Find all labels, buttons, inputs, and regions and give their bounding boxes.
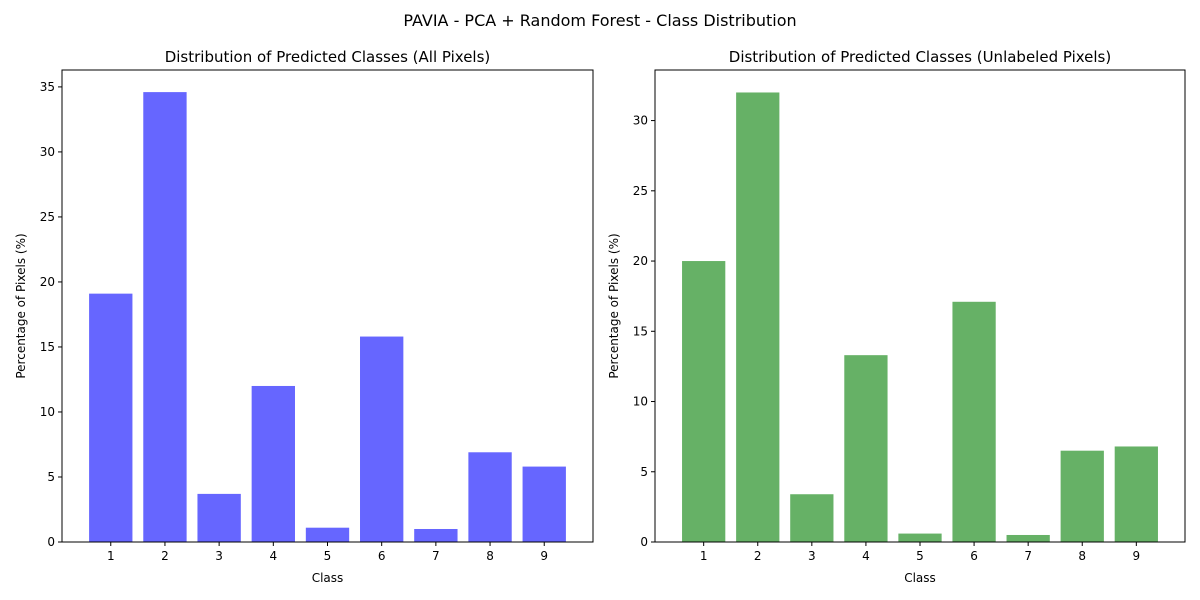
y-tick-label: 25	[633, 184, 648, 198]
bar-class-5	[898, 533, 942, 542]
y-tick-label: 35	[40, 80, 55, 94]
bar-class-9	[1114, 446, 1158, 542]
bar-class-6	[360, 336, 404, 542]
y-axis-label: Percentage of Pixels (%)	[14, 233, 28, 378]
y-tick-label: 20	[40, 275, 55, 289]
x-tick-label: 1	[107, 549, 115, 563]
bar-class-5	[305, 527, 350, 542]
y-tick-label: 5	[47, 470, 55, 484]
y-tick-label: 10	[633, 395, 648, 409]
y-tick-label: 0	[47, 535, 55, 549]
bar-class-2	[143, 92, 187, 543]
y-axis-label: Percentage of Pixels (%)	[607, 233, 621, 378]
x-axis-label: Class	[904, 571, 936, 585]
bar-class-4	[844, 355, 888, 542]
x-tick-label: 1	[700, 549, 708, 563]
x-tick-label: 5	[324, 549, 332, 563]
bar-class-7	[414, 528, 458, 542]
y-tick-label: 15	[40, 340, 55, 354]
bar-class-3	[197, 493, 241, 542]
x-tick-label: 3	[215, 549, 223, 563]
y-tick-label: 30	[633, 114, 648, 128]
chart-title: Distribution of Predicted Classes (Unlab…	[729, 48, 1111, 66]
x-tick-label: 6	[970, 549, 978, 563]
bar-class-1	[682, 261, 726, 542]
x-tick-label: 2	[754, 549, 762, 563]
bar-class-7	[1006, 534, 1050, 542]
axes-frame	[654, 69, 1186, 543]
bar-class-6	[952, 301, 996, 542]
x-tick-label: 7	[1024, 549, 1032, 563]
axes-frame	[61, 69, 594, 543]
x-tick-label: 8	[1078, 549, 1086, 563]
bar-class-9	[522, 466, 566, 542]
x-tick-label: 7	[432, 549, 440, 563]
y-tick-label: 25	[40, 210, 55, 224]
x-tick-label: 5	[916, 549, 924, 563]
chart-1: 1 2 3 4 5 6 7 8 9 0 5 10 15 20 25 30 35 Distribution of P…	[14, 48, 594, 585]
bar-class-8	[468, 452, 512, 542]
y-tick-label: 10	[40, 405, 55, 419]
x-tick-label: 2	[161, 549, 169, 563]
bar-class-3	[790, 494, 834, 542]
bar-class-4	[251, 385, 295, 542]
bar-class-1	[89, 293, 133, 542]
y-tick-label: 20	[633, 254, 648, 268]
x-axis-label: Class	[312, 571, 344, 585]
bar-class-2	[736, 92, 780, 542]
chart-2: 1 2 3 4 5 6 7 8 9 0 5 10 15 20 25 30 Distribution of Pre…	[607, 48, 1186, 585]
x-tick-label: 8	[486, 549, 494, 563]
y-tick-label: 15	[633, 324, 648, 338]
x-tick-label: 3	[808, 549, 816, 563]
x-tick-label: 4	[862, 549, 870, 563]
y-tick-label: 0	[640, 535, 648, 549]
figure-title: PAVIA - PCA + Random Forest - Class Dist…	[403, 11, 796, 30]
bar-class-8	[1060, 450, 1104, 542]
y-tick-label: 5	[640, 465, 648, 479]
x-tick-label: 9	[1133, 549, 1141, 563]
y-tick-label: 30	[40, 145, 55, 159]
x-tick-label: 6	[378, 549, 386, 563]
chart-title: Distribution of Predicted Classes (All P…	[165, 48, 491, 66]
x-tick-label: 4	[269, 549, 277, 563]
x-tick-label: 9	[540, 549, 548, 563]
